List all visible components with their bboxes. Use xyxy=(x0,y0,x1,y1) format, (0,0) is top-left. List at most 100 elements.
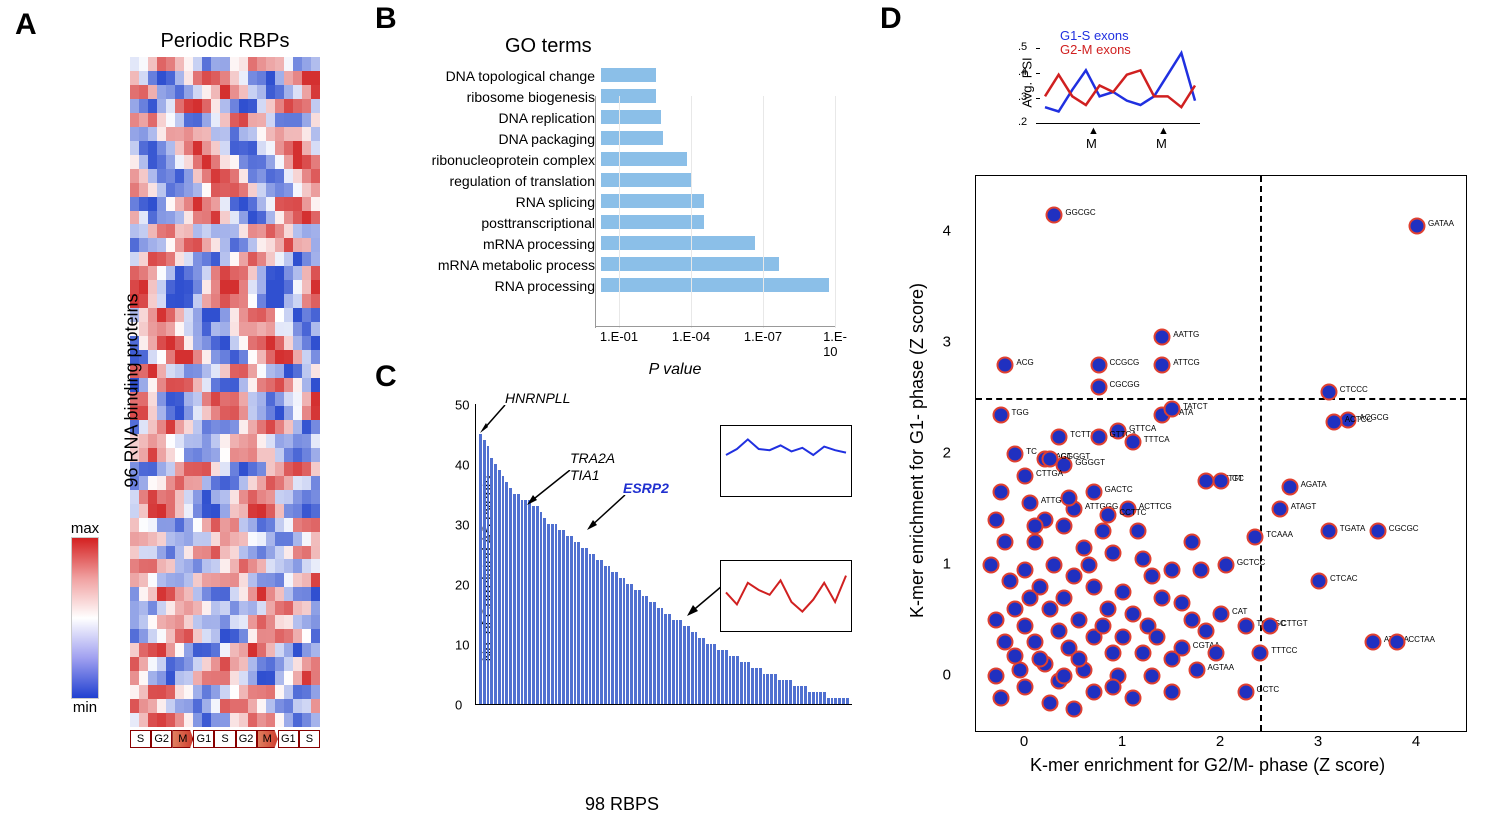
inset-ytick: .2 xyxy=(1018,116,1027,128)
go-bar xyxy=(601,278,829,292)
anno-tra2a: TRA2A xyxy=(570,450,615,466)
bar xyxy=(630,584,633,704)
legend-g1s: G1-S exons xyxy=(1060,28,1129,43)
go-label: mRNA processing xyxy=(395,236,601,252)
scatter-point xyxy=(1115,584,1132,601)
go-xaxis: 1.E-011.E-041.E-071.E-10 xyxy=(595,326,835,357)
scatter-point xyxy=(1271,501,1288,518)
bar xyxy=(611,572,614,704)
panel-c: No. of Correlated AS events 01020304050 … xyxy=(405,395,865,795)
scatter-point xyxy=(1021,589,1038,606)
scatter-point xyxy=(1070,650,1087,667)
bar xyxy=(623,578,626,704)
go-label: ribonucleoprotein complex xyxy=(395,152,601,168)
bar xyxy=(831,698,834,704)
scatter-point xyxy=(1369,523,1386,540)
bar xyxy=(747,662,750,704)
bar xyxy=(494,464,497,704)
bar xyxy=(770,674,773,704)
scatter-point xyxy=(1075,539,1092,556)
bar xyxy=(547,524,550,704)
scatter-point xyxy=(1066,567,1083,584)
bar xyxy=(740,662,743,704)
scatter-point xyxy=(1056,517,1073,534)
scatter-label: CGCGG xyxy=(1110,380,1140,389)
scatter-label: ACTCC xyxy=(1345,415,1373,424)
c-ytick: 50 xyxy=(455,398,469,413)
scatter-point xyxy=(1134,645,1151,662)
scatter-point xyxy=(1164,684,1181,701)
scatter-point xyxy=(1041,600,1058,617)
inset-svg xyxy=(1040,48,1200,123)
scatter-point xyxy=(1164,401,1181,418)
scatter-point xyxy=(1134,550,1151,567)
bar xyxy=(574,542,577,704)
d-xtick: 1 xyxy=(1118,733,1126,750)
bar xyxy=(505,482,508,704)
colorbar-max: max xyxy=(60,520,110,537)
bar xyxy=(763,674,766,704)
scatter-label: ATTCG xyxy=(1173,358,1200,367)
d-ytick: 0 xyxy=(943,666,951,683)
go-label: DNA packaging xyxy=(395,131,601,147)
go-bar xyxy=(601,257,779,271)
inset-ytick: .4 xyxy=(1018,66,1027,78)
bar xyxy=(483,440,486,704)
scatter-label: TTTCC xyxy=(1271,646,1297,655)
scatter-point xyxy=(1320,384,1337,401)
go-xtick: 1.E-04 xyxy=(672,329,710,344)
bar xyxy=(729,656,732,704)
inset-plot: .2.3.4.5 ▲ ▲ M M xyxy=(1040,48,1200,124)
scatter-point xyxy=(992,484,1009,501)
scatter-point xyxy=(1188,661,1205,678)
scatter-point xyxy=(1066,700,1083,717)
bar xyxy=(823,692,826,704)
scatter-point xyxy=(1124,606,1141,623)
scatter-point xyxy=(1409,217,1426,234)
panel-label-d: D xyxy=(880,2,902,36)
d-ylabel: K-mer enrichment for G1- phase (Z score) xyxy=(907,283,928,618)
bar xyxy=(524,500,527,704)
bar xyxy=(619,578,622,704)
bar xyxy=(577,542,580,704)
bar xyxy=(634,590,637,704)
scatter-label: TCAAA xyxy=(1266,530,1293,539)
scatter-point xyxy=(1208,645,1225,662)
scatter-point xyxy=(1193,562,1210,579)
scatter-point xyxy=(1149,628,1166,645)
scatter-label: CTCAC xyxy=(1330,574,1358,583)
bar xyxy=(846,698,849,704)
scatter-point xyxy=(1007,445,1024,462)
colorbar-min: min xyxy=(60,699,110,716)
anno-esrp2: ESRP2 xyxy=(623,480,669,496)
bar xyxy=(543,518,546,704)
bar xyxy=(517,494,520,704)
bar xyxy=(570,536,573,704)
scatter-point xyxy=(1198,623,1215,640)
scatter-point xyxy=(1237,684,1254,701)
bar xyxy=(672,620,675,704)
bar xyxy=(642,596,645,704)
scatter-point xyxy=(1046,206,1063,223)
d-ytick: 4 xyxy=(943,222,951,239)
panel-label-b: B xyxy=(375,2,397,36)
c-ytick: 0 xyxy=(455,698,462,713)
go-chart: DNA topological changeribosome biogenesi… xyxy=(395,66,835,326)
scatter-point xyxy=(997,356,1014,373)
bar xyxy=(819,692,822,704)
bar xyxy=(834,698,837,704)
scatter-point xyxy=(997,534,1014,551)
scatter-point xyxy=(1041,451,1058,468)
arrow-icon xyxy=(525,470,575,510)
scatter-point xyxy=(1173,595,1190,612)
scatter-point xyxy=(1026,634,1043,651)
go-bar xyxy=(601,194,704,208)
scatter-point xyxy=(1389,634,1406,651)
scatter-point xyxy=(1100,600,1117,617)
go-bar xyxy=(601,110,661,124)
scatter-point xyxy=(1095,617,1112,634)
scatter-point xyxy=(1041,695,1058,712)
bar xyxy=(797,686,800,704)
c-ytick: 40 xyxy=(455,458,469,473)
bar xyxy=(744,662,747,704)
